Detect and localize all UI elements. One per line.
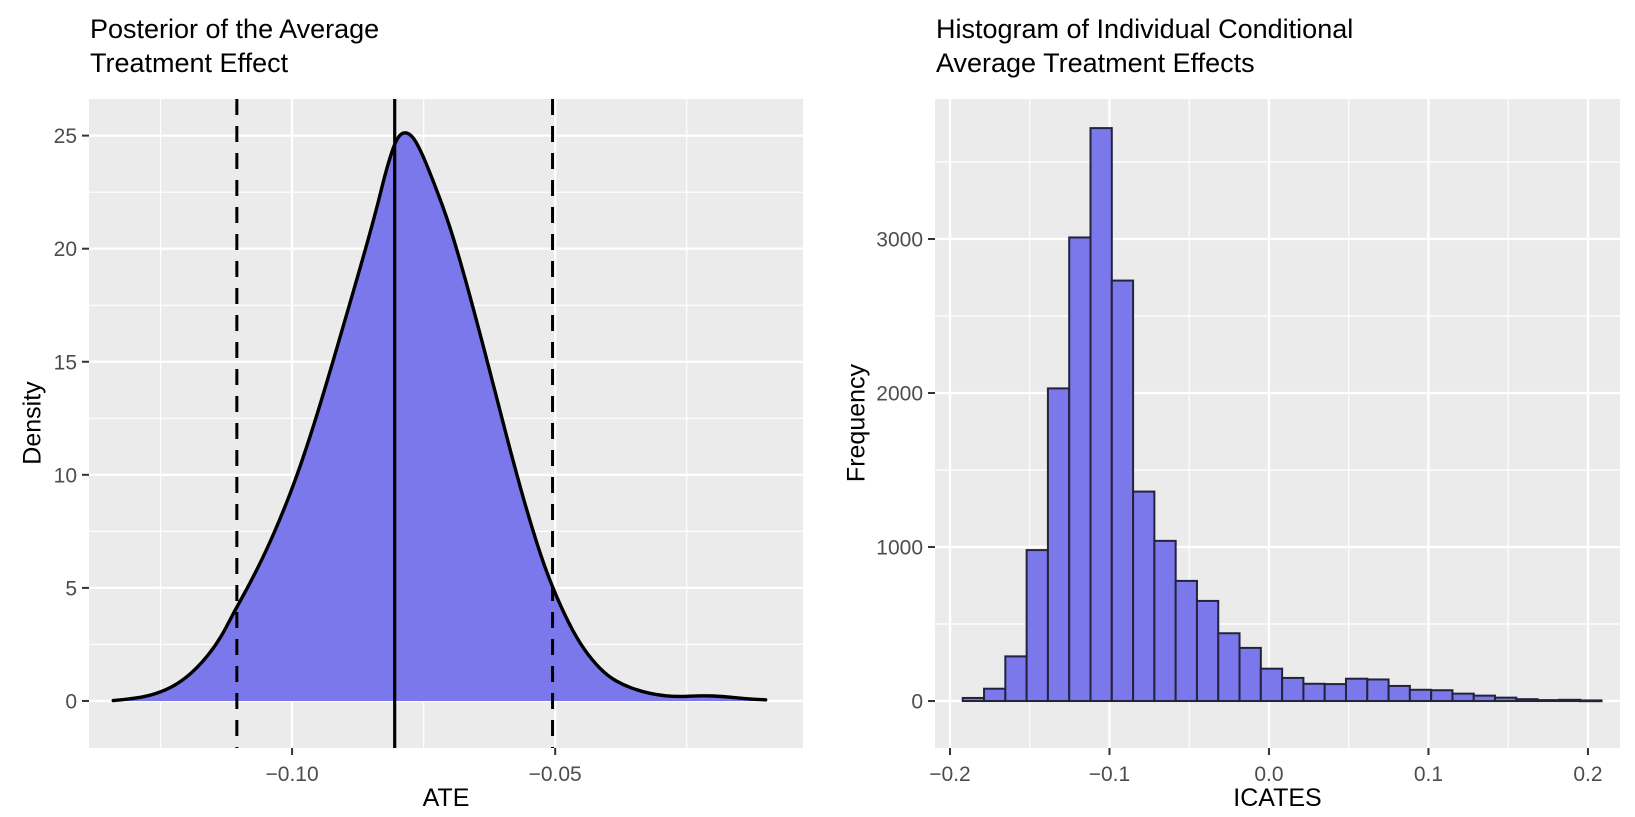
right-plot-title: Histogram of Individual Conditional Aver… [936, 14, 1354, 78]
histogram-bar [1132, 490, 1156, 703]
histogram-bar [1387, 684, 1411, 703]
posterior-density: −0.10 −0.05 0 5 10 15 20 25 [54, 99, 803, 786]
histogram-bar [1366, 678, 1390, 703]
x-tick-label: 0.2 [1573, 763, 1602, 786]
histogram-bar [1153, 539, 1177, 703]
x-tick-label: −0.2 [929, 763, 970, 786]
y-tick-label: 15 [54, 351, 77, 374]
left-x-axis-title: ATE [422, 784, 470, 812]
y-tick-label: 0 [65, 690, 77, 713]
right-y-axis-title: Frequency [842, 363, 871, 483]
histogram-bar [1195, 599, 1220, 703]
y-tick-label: 5 [65, 577, 77, 600]
histogram-bar [1515, 698, 1539, 703]
histogram-bar [1472, 694, 1497, 703]
histogram-bar [1259, 667, 1284, 703]
y-tick-label: 2000 [876, 383, 923, 406]
histogram-bar [1579, 699, 1603, 703]
histogram-bar [1494, 696, 1518, 703]
histogram-bar [1089, 127, 1113, 703]
histogram-bar [1430, 689, 1454, 703]
histogram-bar [1046, 387, 1071, 703]
histogram-bar [1217, 632, 1241, 703]
histogram-bar [1536, 699, 1560, 703]
histogram-bar [983, 687, 1007, 703]
histogram-bar [1557, 698, 1582, 703]
x-tick-label: −0.1 [1089, 763, 1130, 786]
histogram-bar [961, 696, 986, 703]
icates-histogram: −0.2 −0.1 0.0 0.1 0.2 0 1000 2000 3000 [876, 99, 1620, 786]
x-tick-label: −0.10 [266, 763, 319, 786]
y-tick-label: 3000 [876, 228, 923, 251]
histogram-bar [1110, 279, 1135, 703]
density-curve [111, 131, 768, 703]
density-area [113, 132, 766, 701]
x-tick-label: 0.1 [1414, 763, 1443, 786]
histogram-bar [1281, 676, 1305, 703]
histogram-bar [1068, 236, 1092, 703]
histogram-bar [1323, 683, 1347, 703]
histogram-bar [1174, 579, 1198, 703]
histogram-bar [1451, 692, 1475, 703]
y-tick-label: 20 [54, 238, 77, 261]
histogram-bar [1025, 549, 1049, 703]
y-tick-label: 10 [54, 464, 77, 487]
y-tick-label: 25 [54, 125, 77, 148]
histogram-bar [1004, 655, 1028, 703]
right-x-axis-title: ICATES [1233, 784, 1322, 812]
histogram-bar [1408, 688, 1433, 703]
histogram-bar [1302, 682, 1326, 703]
x-tick-label: −0.05 [529, 763, 582, 786]
y-tick-label: 1000 [876, 537, 923, 560]
left-plot-title: Posterior of the Average Treatment Effec… [90, 14, 380, 78]
y-tick-label: 0 [911, 691, 923, 714]
histogram-bar [1345, 677, 1369, 703]
x-tick-label: 0.0 [1254, 763, 1283, 786]
histogram-bar [1238, 646, 1262, 703]
left-y-axis-title: Density [18, 381, 47, 465]
